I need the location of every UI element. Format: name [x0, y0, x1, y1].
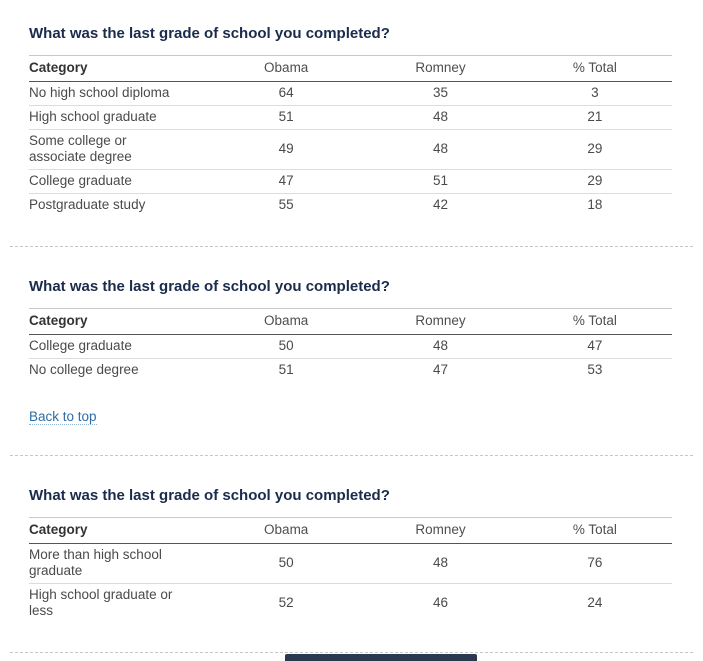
column-header-obama: Obama [209, 55, 364, 82]
cell-romney: 48 [363, 334, 518, 359]
table-row: College graduate 47 51 29 [29, 169, 672, 194]
cell-category: High school graduate [29, 105, 210, 130]
cell-category: No high school diploma [29, 81, 210, 106]
cell-obama: 51 [278, 362, 294, 377]
column-header-romney: Romney [363, 308, 518, 335]
cell-total: 18 [587, 197, 603, 212]
cell-romney: 48 [363, 105, 518, 130]
column-header-category: Category [29, 55, 210, 82]
poll-section-3: What was the last grade of school you co… [29, 487, 672, 623]
cell-total: 29 [517, 169, 672, 194]
header-row: Category Obama Romney % Total [29, 55, 672, 82]
table-row: No college degree 51 47 53 [29, 359, 672, 383]
cell-category: Some college or associate degree [29, 129, 210, 170]
section-title: What was the last grade of school you co… [29, 25, 390, 42]
cell-obama: 47 [209, 169, 364, 194]
cell-romney: 48 [363, 129, 518, 170]
column-header-category: Category [29, 308, 210, 335]
cell-obama: 64 [209, 81, 364, 106]
results-table: Category Obama Romney % Total No high sc… [29, 55, 672, 217]
cell-romney: 35 [363, 81, 518, 106]
section-divider [10, 246, 693, 247]
cell-romney: 42 [432, 197, 449, 212]
column-header-obama: Obama [209, 308, 364, 335]
cell-obama: 50 [209, 334, 364, 359]
header-row: Category Obama Romney % Total [29, 517, 672, 544]
section-divider [10, 652, 693, 653]
column-header-category: Category [29, 517, 210, 544]
table-row: High school graduate or less 52 46 24 [29, 584, 672, 624]
table-row: Some college or associate degree 49 48 2… [29, 129, 672, 170]
cell-category: No college degree [29, 362, 139, 377]
column-header-total: % Total [517, 517, 672, 544]
results-table: Category Obama Romney % Total College gr… [29, 308, 672, 382]
horizontal-scrollbar-thumb[interactable] [285, 654, 477, 661]
section-title: What was the last grade of school you co… [29, 487, 390, 504]
cell-obama: 51 [209, 105, 364, 130]
header-row: Category Obama Romney % Total [29, 308, 672, 335]
cell-romney: 48 [363, 543, 518, 584]
cell-category: College graduate [29, 334, 210, 359]
column-header-total: % Total [517, 55, 672, 82]
column-header-total: % Total [517, 308, 672, 335]
cell-romney: 51 [363, 169, 518, 194]
column-header-romney: Romney [363, 55, 518, 82]
cell-obama: 52 [278, 595, 294, 610]
cell-total: 53 [587, 362, 603, 377]
results-table: Category Obama Romney % Total More than … [29, 517, 672, 623]
cell-category: More than high school graduate [29, 543, 210, 584]
cell-romney: 47 [432, 362, 449, 377]
back-to-top-link[interactable]: Back to top [29, 409, 97, 425]
table-row: College graduate 50 48 47 [29, 334, 672, 359]
poll-section-2: What was the last grade of school you co… [29, 278, 672, 426]
cell-total: 3 [517, 81, 672, 106]
poll-section-1: What was the last grade of school you co… [29, 25, 672, 217]
column-header-romney: Romney [363, 517, 518, 544]
cell-total: 76 [517, 543, 672, 584]
cell-obama: 55 [278, 197, 294, 212]
cell-obama: 49 [209, 129, 364, 170]
cell-total: 29 [517, 129, 672, 170]
table-row: Postgraduate study 55 42 18 [29, 194, 672, 218]
cell-romney: 46 [432, 595, 449, 610]
cell-category: High school graduate or less [29, 587, 173, 618]
cell-total: 21 [517, 105, 672, 130]
cell-total: 47 [517, 334, 672, 359]
section-title: What was the last grade of school you co… [29, 278, 390, 295]
table-row: No high school diploma 64 35 3 [29, 81, 672, 106]
cell-category: College graduate [29, 169, 210, 194]
cell-obama: 50 [209, 543, 364, 584]
table-row: More than high school graduate 50 48 76 [29, 543, 672, 584]
cell-category: Postgraduate study [29, 197, 146, 212]
section-divider [10, 455, 693, 456]
cell-total: 24 [587, 595, 603, 610]
back-link-row: Back to top [29, 408, 672, 426]
column-header-obama: Obama [209, 517, 364, 544]
table-row: High school graduate 51 48 21 [29, 105, 672, 130]
